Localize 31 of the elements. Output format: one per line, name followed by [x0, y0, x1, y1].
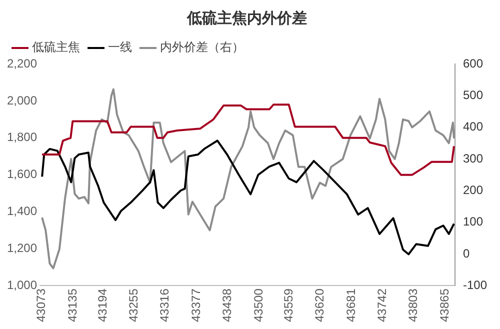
y2-tick-label: 0	[462, 246, 470, 260]
chart-title: 低硫主焦内外价差	[186, 8, 307, 27]
x-tick-label: 43135	[65, 288, 80, 322]
y2-tick-label: 500	[462, 88, 484, 102]
x-tick-label: 43377	[188, 288, 203, 322]
y-tick-label: 1,400	[7, 204, 38, 218]
x-tick-label: 43803	[406, 288, 420, 322]
x-tick-label: 43255	[126, 288, 141, 322]
y2-tick-label: 300	[462, 151, 484, 166]
legend-label: 低硫主焦	[32, 40, 80, 54]
x-tick-label: 43316	[158, 288, 172, 322]
y-tick-label: 2,000	[7, 93, 38, 108]
legend-label: 内外价差（右）	[160, 40, 244, 54]
x-tick-label: 43620	[312, 288, 327, 322]
y2-tick-label: 600	[462, 56, 484, 70]
y2-tick-label: 400	[462, 120, 484, 134]
y-tick-label: 1,800	[7, 130, 38, 144]
y2-tick-label: 200	[462, 182, 484, 197]
x-tick-label: 43559	[282, 288, 296, 322]
x-tick-label: 43681	[344, 288, 358, 322]
x-tick-label: 43438	[220, 288, 234, 322]
y2-tick-label: 100	[462, 214, 484, 229]
y2-tick-label: -100	[462, 278, 488, 292]
y-tick-label: 1,200	[7, 241, 38, 256]
y-tick-label: 2,200	[7, 56, 38, 70]
x-tick-label: 43742	[374, 288, 389, 322]
y-tick-label: 1,600	[7, 167, 38, 182]
x-tick-label: 43865	[438, 288, 452, 322]
legend-label: 一线	[108, 40, 132, 54]
x-tick-label: 43194	[96, 288, 110, 322]
x-tick-label: 43500	[252, 288, 266, 322]
